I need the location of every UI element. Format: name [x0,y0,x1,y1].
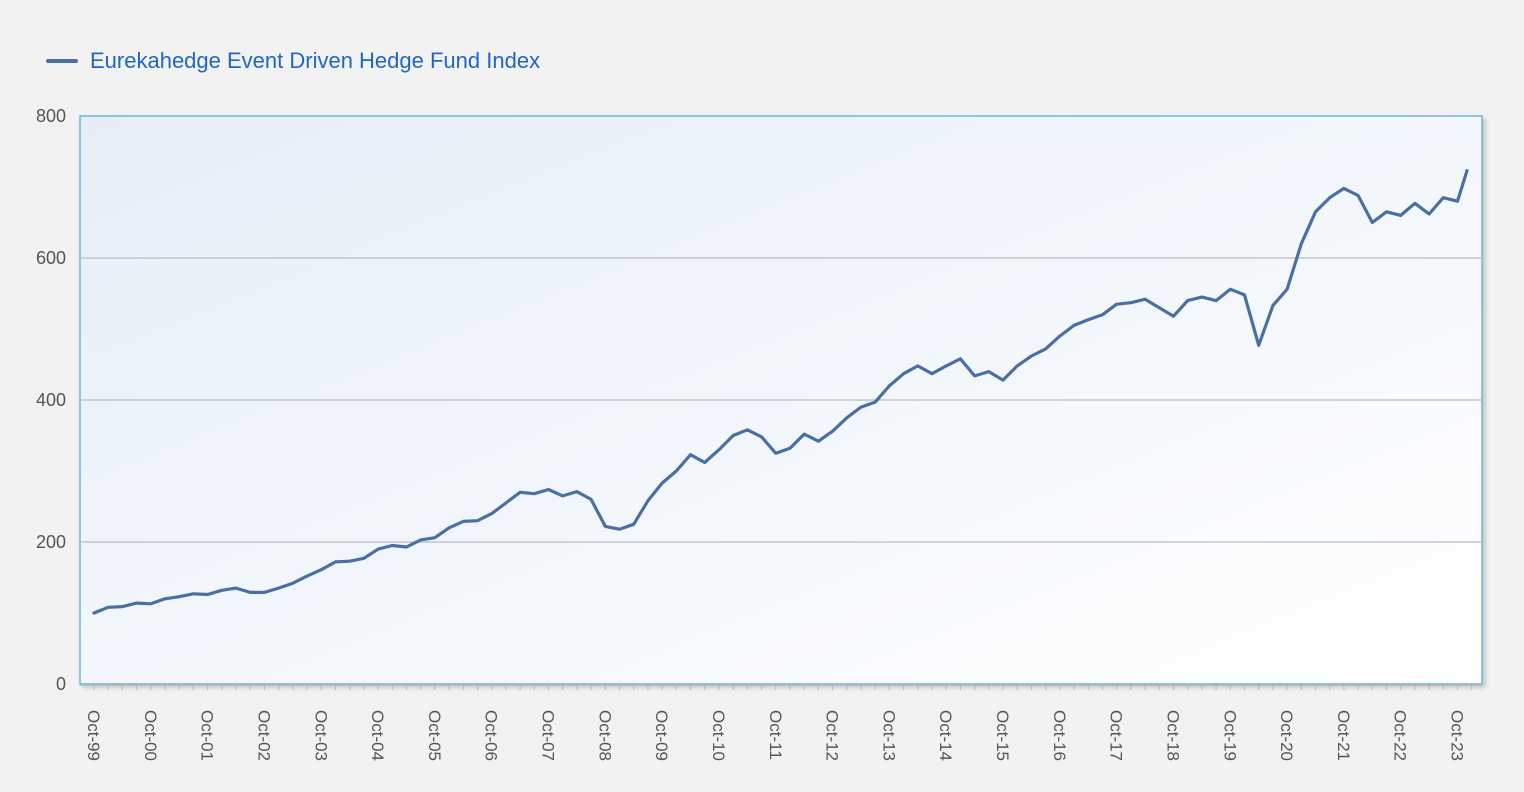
legend[interactable]: Eurekahedge Event Driven Hedge Fund Inde… [46,48,540,74]
x-tick-label: Oct-18 [1163,710,1182,761]
x-tick-label: Oct-02 [254,710,273,761]
x-tick-label: Oct-04 [368,710,387,761]
y-tick-label: 0 [56,674,66,694]
y-axis: 0 200 400 600 800 [36,106,66,694]
x-tick-label: Oct-13 [879,710,898,761]
x-tick-label: Oct-03 [311,710,330,761]
gridlines [80,257,1482,543]
x-tick-label: Oct-08 [595,710,614,761]
x-tick-label: Oct-21 [1334,710,1353,761]
x-tick-label: Oct-09 [652,710,671,761]
x-axis: Oct-99 Oct-00 Oct-01 Oct-02 Oct-03 Oct-04 Oct-… [80,684,1482,761]
y-tick-label: 600 [36,248,66,268]
x-tick-label: Oct-23 [1448,710,1467,761]
x-tick-label: Oct-00 [141,710,160,761]
x-tick-label: Oct-01 [198,710,217,761]
x-tick-label: Oct-11 [766,710,785,760]
x-tick-label: Oct-17 [1107,710,1126,761]
legend-label: Eurekahedge Event Driven Hedge Fund Inde… [90,48,541,73]
x-tick-label: Oct-99 [84,710,103,761]
legend-swatch [46,59,78,63]
x-tick-label: Oct-19 [1220,710,1239,761]
series-layer [92,169,1469,615]
x-tick-label: Oct-14 [936,710,955,761]
x-tick-label: Oct-12 [823,710,842,761]
y-tick-label: 400 [36,390,66,410]
y-tick-label: 800 [36,106,66,126]
x-tick-label: Oct-06 [482,710,501,761]
x-tick-label: Oct-20 [1277,710,1296,761]
y-tick-label: 200 [36,532,66,552]
x-tick-label: Oct-22 [1391,710,1410,761]
x-tick-label: Oct-10 [709,710,728,761]
series-line[interactable] [92,169,1469,615]
x-tick-label: Oct-05 [425,710,444,761]
x-tick-label: Oct-07 [539,710,558,761]
x-tick-label: Oct-16 [1050,710,1069,761]
x-tick-label: Oct-15 [993,710,1012,761]
